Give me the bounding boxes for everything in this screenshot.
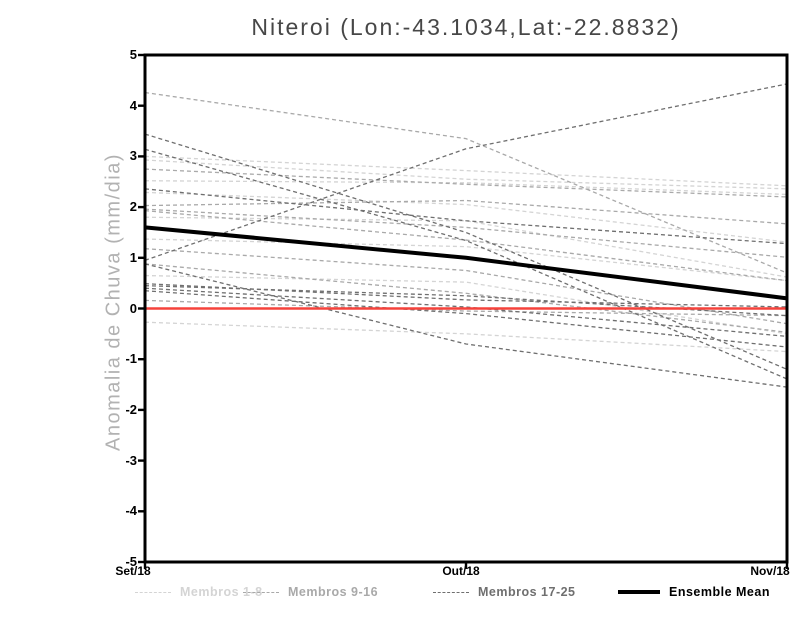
y-tick-label: -1 xyxy=(125,351,137,367)
member-line-g2-8 xyxy=(144,210,788,282)
legend-line-sample xyxy=(433,591,469,593)
member-line-g1-4 xyxy=(144,191,788,243)
member-line-g1-3 xyxy=(144,180,788,196)
chart-title: Niteroi (Lon:-43.1034,Lat:-22.8832) xyxy=(251,14,681,40)
member-line-g1-1 xyxy=(144,155,788,187)
member-line-g3-2 xyxy=(144,133,788,370)
y-tick-label: 3 xyxy=(129,148,137,164)
y-tick-label: 1 xyxy=(129,249,137,265)
member-line-g1-5 xyxy=(144,216,788,278)
x-tick-label: Set/18 xyxy=(115,564,151,578)
legend-item: Membros 1-8 xyxy=(135,585,263,599)
y-tick-label: -3 xyxy=(125,452,137,468)
y-tick-label: -5 xyxy=(125,554,137,569)
member-line-g3-7 xyxy=(144,287,788,338)
legend-item-label: Ensemble Mean xyxy=(669,585,770,599)
ensemble-mean-line xyxy=(144,225,788,301)
member-line-g2-7 xyxy=(144,299,788,317)
member-line-g2-6 xyxy=(144,263,788,333)
y-tick-label: 0 xyxy=(129,300,137,316)
legend-item: Membros 9-16 xyxy=(243,585,378,599)
x-tick-label: Out/18 xyxy=(442,564,480,578)
legend-item-label: Membros 17-25 xyxy=(478,585,576,599)
member-line-g2-4 xyxy=(144,208,788,258)
legend: Membros 1-8 Membros 9-16 Membros 17-25 Ense… xyxy=(0,585,800,605)
member-line-g3-4 xyxy=(144,263,788,388)
y-tick-label: -4 xyxy=(125,503,137,519)
legend-item: Membros 17-25 xyxy=(433,585,576,599)
legend-line-sample xyxy=(135,591,171,593)
member-line-g3-6 xyxy=(144,285,788,317)
legend-item-label: Membros 9-16 xyxy=(288,585,379,599)
y-tick-label: -2 xyxy=(125,401,137,417)
member-line-g2-3 xyxy=(144,199,788,225)
y-tick-label: 5 xyxy=(129,47,137,62)
member-line-g1-7 xyxy=(144,274,788,335)
legend-item-label: Membros 1-8 xyxy=(180,585,263,599)
member-line-g1-6 xyxy=(144,238,788,282)
member-line-g2-2 xyxy=(144,168,788,198)
y-tick-label: 4 xyxy=(129,97,137,113)
legend-line-sample xyxy=(618,590,660,594)
member-line-g2-5 xyxy=(144,248,788,325)
y-tick-label: 2 xyxy=(129,199,137,215)
x-tick-label: Nov/18 xyxy=(750,564,790,578)
member-line-g1-2 xyxy=(144,159,788,190)
member-line-g2-1 xyxy=(144,91,788,274)
member-line-g3-1 xyxy=(144,83,788,261)
legend-item: Ensemble Mean xyxy=(618,585,770,599)
legend-line-sample xyxy=(243,591,279,593)
member-line-g1-8 xyxy=(144,321,788,353)
member-line-g3-9 xyxy=(144,188,788,245)
member-line-g3-8 xyxy=(144,290,788,348)
